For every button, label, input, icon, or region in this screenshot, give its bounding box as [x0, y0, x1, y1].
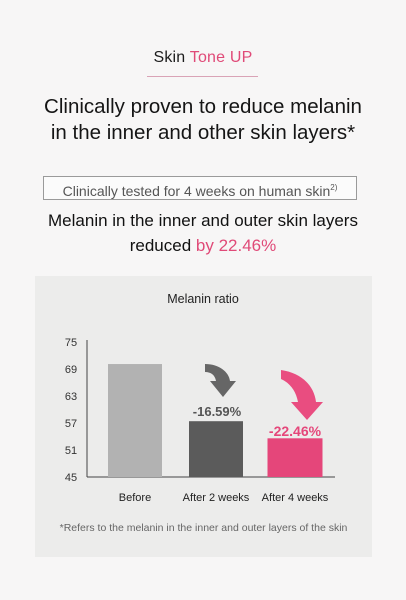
- clinical-test-badge: Clinically tested for 4 weeks on human s…: [43, 176, 357, 200]
- annotations: -16.59% -22.46%: [193, 364, 323, 439]
- headline-line-1: Clinically proven to reduce melanin: [44, 95, 362, 118]
- bar-3: [267, 438, 323, 477]
- result-line-2: reduced by 22.46%: [0, 233, 406, 258]
- annotation-after-4-weeks: -22.46%: [269, 423, 322, 439]
- y-tick-label: 63: [65, 391, 77, 403]
- x-tick-label: After 2 weeks: [183, 492, 250, 504]
- y-tick-label: 57: [65, 418, 77, 430]
- result-statement: Melanin in the inner and outer skin laye…: [0, 208, 406, 258]
- decrease-arrow-icon: [205, 364, 236, 397]
- result-prefix: reduced: [129, 236, 192, 255]
- badge-text: Clinically tested for 4 weeks on human s…: [62, 183, 331, 199]
- y-tick-label: 69: [65, 364, 77, 376]
- annotation-after-2-weeks: -16.59%: [193, 404, 242, 419]
- chart-title: Melanin ratio: [167, 292, 239, 306]
- x-axis-labels: Before After 2 weeks After 4 weeks: [119, 492, 329, 504]
- section-eyebrow: Skin Tone UP: [0, 49, 406, 67]
- y-tick-label: 75: [65, 337, 77, 349]
- chart-panel: Melanin ratio 75 69 63 57 51 45 Before After 2…: [35, 276, 372, 557]
- x-tick-label: Before: [119, 492, 151, 504]
- y-tick-label: 51: [65, 445, 77, 457]
- eyebrow-tone-up: Tone UP: [189, 49, 253, 66]
- bars: [108, 364, 323, 477]
- headline-line-2: in the inner and other skin layers*: [50, 121, 356, 144]
- result-highlight: by 22.46%: [195, 236, 277, 255]
- headline: Clinically proven to reduce melanin in t…: [0, 94, 406, 146]
- badge-footnote-ref: 2): [330, 183, 338, 192]
- eyebrow-skin: Skin: [153, 49, 186, 66]
- y-tick-label: 45: [65, 472, 77, 484]
- eyebrow-underline: [147, 76, 258, 77]
- melanin-bar-chart: Melanin ratio 75 69 63 57 51 45 Before After 2…: [65, 292, 335, 504]
- bar-1: [108, 364, 162, 477]
- x-tick-label: After 4 weeks: [262, 492, 329, 504]
- footnote: *Refers to the melanin in the inner and …: [59, 522, 348, 534]
- bar-2: [189, 421, 243, 477]
- result-line-1: Melanin in the inner and outer skin laye…: [48, 211, 358, 230]
- decrease-arrow-pink-icon: [281, 370, 323, 420]
